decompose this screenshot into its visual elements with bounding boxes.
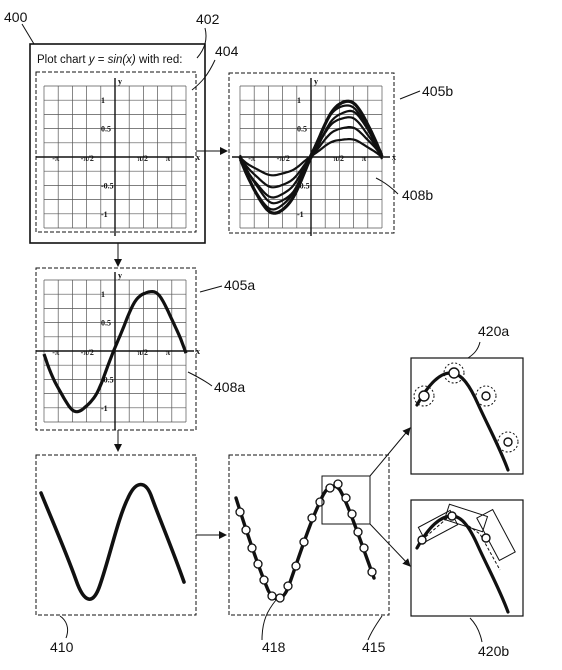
grid-405b: x y -π -π/2 π/2 π 1 0.5 -0.5 -1	[232, 77, 396, 236]
sample-point	[259, 575, 269, 585]
sample-point	[347, 509, 357, 519]
x-axis-name: x	[196, 347, 200, 356]
x-tick-label: -π/2	[81, 154, 94, 163]
label-420b: 420b	[478, 643, 509, 659]
sample-point	[353, 527, 363, 537]
sample-point	[307, 513, 317, 523]
leader-408a	[187, 371, 213, 387]
label-402: 402	[196, 11, 220, 27]
label-405a: 405a	[224, 277, 255, 293]
x-tick-label: -π/2	[277, 154, 290, 163]
leader-420a	[467, 341, 481, 359]
zoom-boxes-420b	[417, 503, 516, 571]
x-tick-label: -π	[248, 154, 256, 163]
curves-405b	[238, 99, 384, 215]
label-415: 415	[362, 639, 386, 655]
arrow-to-420b	[369, 523, 411, 567]
x-tick-label: π	[166, 154, 171, 163]
label-408a: 408a	[214, 379, 245, 395]
label-418: 418	[262, 639, 286, 655]
y-tick-label: 1	[297, 96, 301, 105]
leader-404	[191, 59, 216, 91]
zoom-curve-420a	[415, 371, 510, 472]
sample-point	[333, 479, 343, 489]
y-tick-label: 1	[101, 96, 105, 105]
y-tick-label: 0.5	[101, 125, 111, 134]
sample-point	[367, 567, 377, 577]
y-tick-label: -1	[101, 210, 108, 219]
x-tick-label: π	[166, 348, 171, 357]
sample-point	[283, 581, 293, 591]
leader-405b	[399, 90, 421, 100]
sample-point	[291, 561, 301, 571]
y-tick-label: -0.5	[101, 181, 114, 190]
sample-point	[241, 525, 251, 535]
y-tick-label: 0.5	[297, 125, 307, 134]
zoom-panel-420b	[410, 499, 524, 617]
zoom-markers-420a	[413, 362, 519, 453]
x-tick-label: -π/2	[81, 348, 94, 357]
zoom-curve-420b	[415, 514, 510, 614]
y-tick-label: -1	[297, 210, 304, 219]
x-axis-name: x	[196, 153, 200, 162]
zoom-region-box	[321, 475, 371, 525]
y-tick-label: -1	[101, 404, 108, 413]
leader-405a	[199, 285, 223, 293]
curve-408b-trace	[238, 109, 383, 205]
curve-405a	[42, 289, 188, 414]
x-tick-label: -π	[52, 154, 60, 163]
sample-points-418	[235, 479, 377, 603]
y-axis-name: y	[118, 271, 122, 280]
leader-418	[261, 599, 277, 641]
prompt-text: Plot chart y = sin(x) with red:	[37, 54, 182, 66]
sample-point	[253, 559, 263, 569]
sample-point	[325, 483, 335, 493]
label-420a: 420a	[478, 323, 509, 339]
y-axis-name: y	[118, 77, 122, 86]
label-408b: 408b	[402, 187, 433, 203]
prompt-box-400	[29, 43, 206, 244]
sample-point	[275, 593, 285, 603]
label-405b: 405b	[422, 83, 453, 99]
curve-410	[39, 482, 186, 601]
sample-point	[299, 537, 309, 547]
leader-400	[21, 23, 35, 45]
sample-point	[359, 543, 369, 553]
x-tick-label: π	[362, 154, 367, 163]
label-404: 404	[215, 43, 239, 59]
grid-405a: x y -π -π/2 π/2 π 1 0.5 -0.5 -1	[36, 271, 200, 430]
panel-405a	[35, 267, 197, 431]
y-tick-label: 0.5	[101, 319, 111, 328]
panel-415	[228, 454, 390, 616]
y-tick-label: -0.5	[297, 181, 310, 190]
leader-410	[59, 615, 69, 639]
leader-415	[367, 615, 383, 641]
sample-point	[341, 493, 351, 503]
leader-402	[196, 27, 207, 59]
arrow-to-420a	[369, 427, 411, 477]
sample-point	[267, 591, 277, 601]
y-axis-name: y	[314, 77, 318, 86]
x-tick-label: -π	[52, 348, 60, 357]
leader-408b	[375, 177, 399, 195]
leader-420b	[469, 617, 483, 643]
label-410: 410	[50, 639, 74, 655]
grid-404: x y -π -π/2 π/2 π 1 0.5 -0.5 -1	[36, 77, 200, 236]
curve-408a-trace	[42, 289, 188, 414]
sample-point	[247, 543, 257, 553]
label-400: 400	[4, 9, 28, 25]
x-tick-label: π/2	[137, 154, 148, 163]
plot-panel-404	[35, 71, 197, 233]
sample-point	[315, 497, 325, 507]
panel-405b	[228, 72, 395, 234]
curve-408b-trace	[239, 138, 383, 177]
y-tick-label: 1	[101, 290, 105, 299]
x-axis-name: x	[392, 153, 396, 162]
x-tick-label: π/2	[333, 154, 344, 163]
y-tick-label: -0.5	[101, 375, 114, 384]
x-tick-label: π/2	[137, 348, 148, 357]
zoom-panel-420a	[410, 357, 524, 475]
sample-point	[235, 507, 245, 517]
